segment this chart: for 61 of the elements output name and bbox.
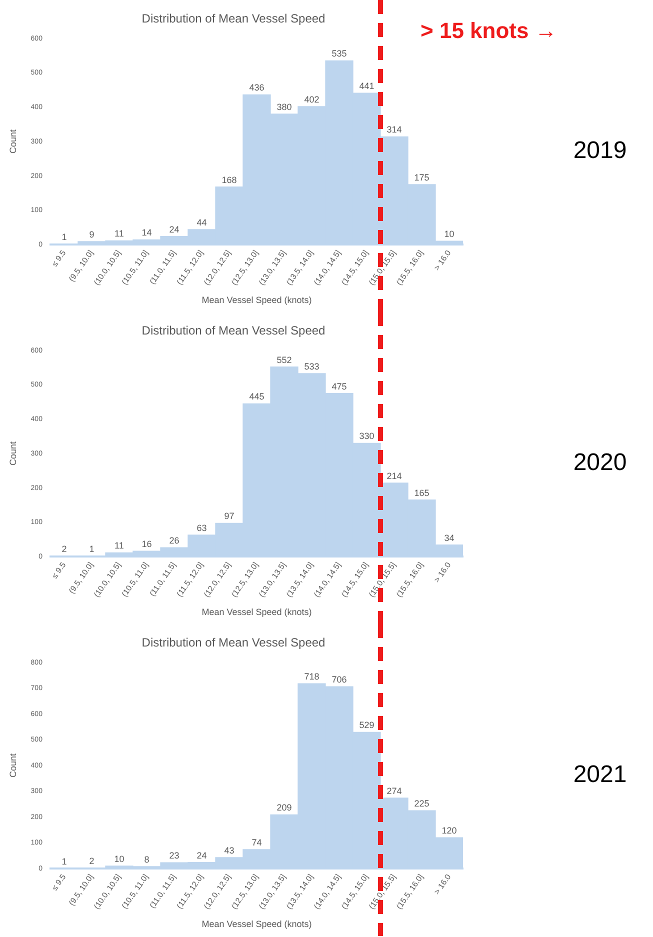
data-label: 1 xyxy=(62,856,67,866)
data-label: 1 xyxy=(62,232,67,242)
x-tick-label: ≤ 9.5 xyxy=(50,248,68,268)
data-label: 2 xyxy=(62,544,67,554)
x-tick-label: ≤ 9.5 xyxy=(50,872,68,892)
data-label: 97 xyxy=(224,511,234,522)
data-label: 44 xyxy=(196,217,207,228)
data-label: 9 xyxy=(89,229,94,240)
x-axis-title: Mean Vessel Speed (knots) xyxy=(202,919,312,930)
ref-line-label: > 15 knots → xyxy=(420,18,557,44)
data-label: 24 xyxy=(196,850,207,860)
x-tick-label: ≤ 9.5 xyxy=(50,560,68,580)
data-label: 8 xyxy=(144,854,150,864)
data-label: 209 xyxy=(276,802,292,813)
data-label: 26 xyxy=(169,536,180,546)
chart-title: Distribution of Mean Vessel Speed xyxy=(142,12,326,26)
data-label: 74 xyxy=(252,837,262,848)
data-label: 214 xyxy=(386,471,402,481)
x-axis-title: Mean Vessel Speed (knots) xyxy=(202,607,312,618)
text: 2020 xyxy=(573,449,627,476)
data-label: 718 xyxy=(304,672,320,682)
data-label: 2 xyxy=(89,856,94,866)
data-label: 14 xyxy=(142,228,152,238)
data-label: 43 xyxy=(224,845,234,856)
data-label: 706 xyxy=(332,674,347,685)
text: 2021 xyxy=(573,761,627,788)
data-label: 23 xyxy=(169,850,180,861)
data-label: 1 xyxy=(89,544,94,554)
data-label: 34 xyxy=(444,532,454,543)
y-axis-title: Count xyxy=(8,752,18,778)
data-label: 535 xyxy=(332,48,347,59)
text: 2019 xyxy=(573,137,627,164)
data-label: 168 xyxy=(222,174,237,185)
x-axis-title: Mean Vessel Speed (knots) xyxy=(202,295,312,306)
y-axis-title: Count xyxy=(8,128,18,154)
data-label: 552 xyxy=(276,354,292,365)
data-label: 11 xyxy=(114,228,124,239)
chart-title: Distribution of Mean Vessel Speed xyxy=(142,324,326,338)
data-label: 441 xyxy=(359,81,374,92)
data-label: 314 xyxy=(386,124,402,135)
data-label: 10 xyxy=(444,229,454,240)
y-axis-title: Count xyxy=(8,440,18,466)
data-label: 380 xyxy=(276,102,292,112)
data-label: 529 xyxy=(359,720,374,730)
data-label: 402 xyxy=(304,94,320,104)
data-label: 10 xyxy=(114,854,124,864)
data-label: 475 xyxy=(332,381,347,392)
data-label: 24 xyxy=(169,224,180,234)
data-label: 225 xyxy=(414,798,430,809)
data-label: 445 xyxy=(249,392,264,402)
data-label: 16 xyxy=(142,539,152,550)
data-label: 533 xyxy=(304,361,320,372)
data-label: 274 xyxy=(386,786,402,796)
data-label: 11 xyxy=(114,540,124,551)
data-label: 63 xyxy=(196,522,207,533)
data-label: 175 xyxy=(414,172,430,182)
data-label: 120 xyxy=(442,826,457,836)
data-label: 165 xyxy=(414,488,430,498)
data-label: 330 xyxy=(359,431,374,442)
chart-title: Distribution of Mean Vessel Speed xyxy=(142,636,326,650)
data-label: 436 xyxy=(249,82,264,93)
